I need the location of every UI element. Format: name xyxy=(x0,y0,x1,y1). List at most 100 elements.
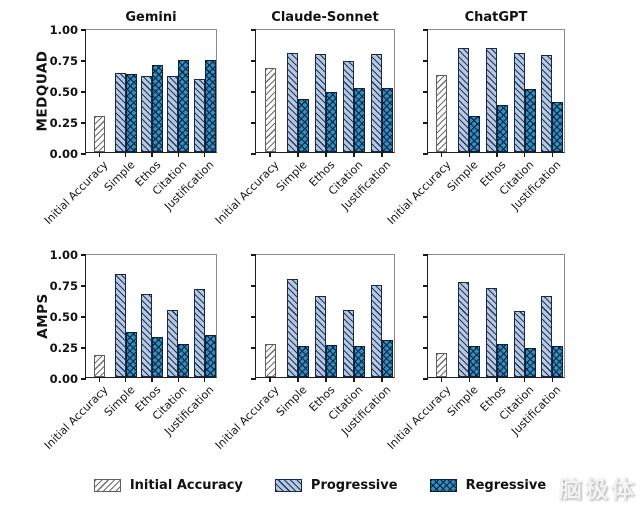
y-tick xyxy=(423,60,428,62)
bar-progressive-ethos xyxy=(486,287,497,377)
x-tick xyxy=(468,152,471,157)
x-tick xyxy=(523,152,526,157)
x-tick xyxy=(151,377,153,382)
plot-area: Initial Accuracy Simple Ethos Citation Justi… xyxy=(385,254,565,452)
bar-regressive-justification xyxy=(382,87,393,152)
y-tick xyxy=(423,378,428,380)
x-tick xyxy=(204,377,206,382)
x-tick xyxy=(353,377,355,382)
y-tick-label: 0.25 xyxy=(49,115,78,130)
y-tick xyxy=(81,316,86,318)
bar-progressive-simple xyxy=(287,279,298,377)
bar-regressive-ethos xyxy=(152,65,163,152)
y-tick xyxy=(251,29,256,31)
x-tick xyxy=(297,152,299,157)
plot-area: Initial Accuracy Simple Ethos Citation Justi… xyxy=(385,29,565,227)
bar-regressive-citation xyxy=(354,87,365,152)
y-tick xyxy=(81,254,86,256)
bar-regressive-ethos xyxy=(326,344,337,377)
x-tick xyxy=(124,377,127,382)
y-tick xyxy=(251,285,256,287)
y-tick-label: 0.00 xyxy=(49,146,78,161)
bar-regressive-simple xyxy=(469,116,481,152)
legend-label: Initial Accuracy xyxy=(129,477,243,493)
bar-progressive-justification xyxy=(541,55,553,152)
x-tick xyxy=(151,152,153,157)
x-tick xyxy=(204,152,206,157)
x-tick xyxy=(381,152,383,157)
x-tick xyxy=(177,152,180,157)
bar-regressive-citation xyxy=(178,343,190,377)
bar-progressive-justification xyxy=(371,54,382,152)
bar-initial-accuracy xyxy=(264,67,276,152)
legend-item-progressive: Progressive xyxy=(274,477,398,493)
initial-swatch xyxy=(93,478,121,492)
legend-item-initial-accuracy: Initial Accuracy xyxy=(93,477,243,493)
bar-progressive-ethos xyxy=(315,54,326,152)
x-tick xyxy=(468,377,471,382)
plot-area: 0.00 0.25 0.50 0.75 1.00 Initial Accuracy Simp… xyxy=(42,248,217,452)
y-tick xyxy=(423,122,428,124)
y-tick xyxy=(423,254,428,256)
y-tick-label: 0.75 xyxy=(49,278,78,293)
bar-progressive-justification xyxy=(541,296,553,377)
subplot-title-chatgpt: ChatGPT xyxy=(464,10,528,25)
plot-area: Initial Accuracy Simple Ethos Citation Justi… xyxy=(213,254,395,452)
legend: Initial Accuracy Progressive Regressive xyxy=(0,472,640,498)
watermark: 脑极体 xyxy=(559,477,637,503)
x-tick xyxy=(297,377,299,382)
subplot-title-gemini: Gemini xyxy=(125,10,177,25)
y-tick xyxy=(81,153,86,155)
y-tick xyxy=(251,316,256,318)
y-tick-label: 1.00 xyxy=(49,247,78,262)
bar-regressive-simple xyxy=(125,73,137,152)
y-tick xyxy=(251,122,256,124)
bar-progressive-ethos xyxy=(486,47,497,152)
x-tick xyxy=(441,152,443,157)
y-tick-label: 1.00 xyxy=(49,22,78,37)
y-tick-label: 0.00 xyxy=(49,371,78,386)
x-tick xyxy=(551,377,553,382)
bar-progressive-simple xyxy=(287,52,298,152)
y-tick xyxy=(251,254,256,256)
x-tick xyxy=(551,152,553,157)
bar-initial-accuracy xyxy=(93,116,105,152)
bar-initial-accuracy xyxy=(93,354,105,377)
y-tick xyxy=(251,347,256,349)
x-tick xyxy=(496,152,498,157)
bar-progressive-ethos xyxy=(141,293,152,377)
legend-label: Progressive xyxy=(310,477,398,493)
bar-regressive-justification xyxy=(382,339,393,377)
x-tick xyxy=(523,377,526,382)
bar-initial-accuracy xyxy=(436,75,448,152)
bar-progressive-justification xyxy=(193,78,205,152)
bar-progressive-simple xyxy=(458,47,470,152)
plot-area: Initial Accuracy Simple Ethos Citation Justi… xyxy=(213,29,395,227)
bar-progressive-citation xyxy=(167,310,179,377)
subplot-amps-chatgpt: Initial Accuracy Simple Ethos Citation Justi… xyxy=(385,254,565,452)
bar-regressive-citation xyxy=(178,60,190,152)
y-tick xyxy=(81,347,86,349)
subplot-medquad-claude-sonnet: Initial Accuracy Simple Ethos Citation Justi… xyxy=(213,10,395,227)
bar-regressive-justification xyxy=(204,334,216,377)
legend-item-regressive: Regressive xyxy=(429,477,547,493)
y-tick-label: 0.50 xyxy=(49,84,78,99)
y-tick xyxy=(251,153,256,155)
y-tick xyxy=(423,29,428,31)
y-tick xyxy=(81,378,86,380)
bar-progressive-ethos xyxy=(315,296,326,377)
bar-initial-accuracy xyxy=(264,343,276,377)
bar-progressive-simple xyxy=(458,281,470,377)
subplot-medquad-chatgpt: Initial Accuracy Simple Ethos Citation Justi… xyxy=(385,10,565,227)
x-tick xyxy=(269,377,271,382)
y-tick xyxy=(423,347,428,349)
y-tick xyxy=(81,91,86,93)
bar-regressive-simple xyxy=(298,98,309,152)
legend-label: Regressive xyxy=(465,477,547,493)
y-tick xyxy=(251,91,256,93)
x-tick xyxy=(441,377,443,382)
bar-progressive-justification xyxy=(371,285,382,377)
bar-regressive-justification xyxy=(204,60,216,152)
bar-regressive-citation xyxy=(524,348,536,377)
